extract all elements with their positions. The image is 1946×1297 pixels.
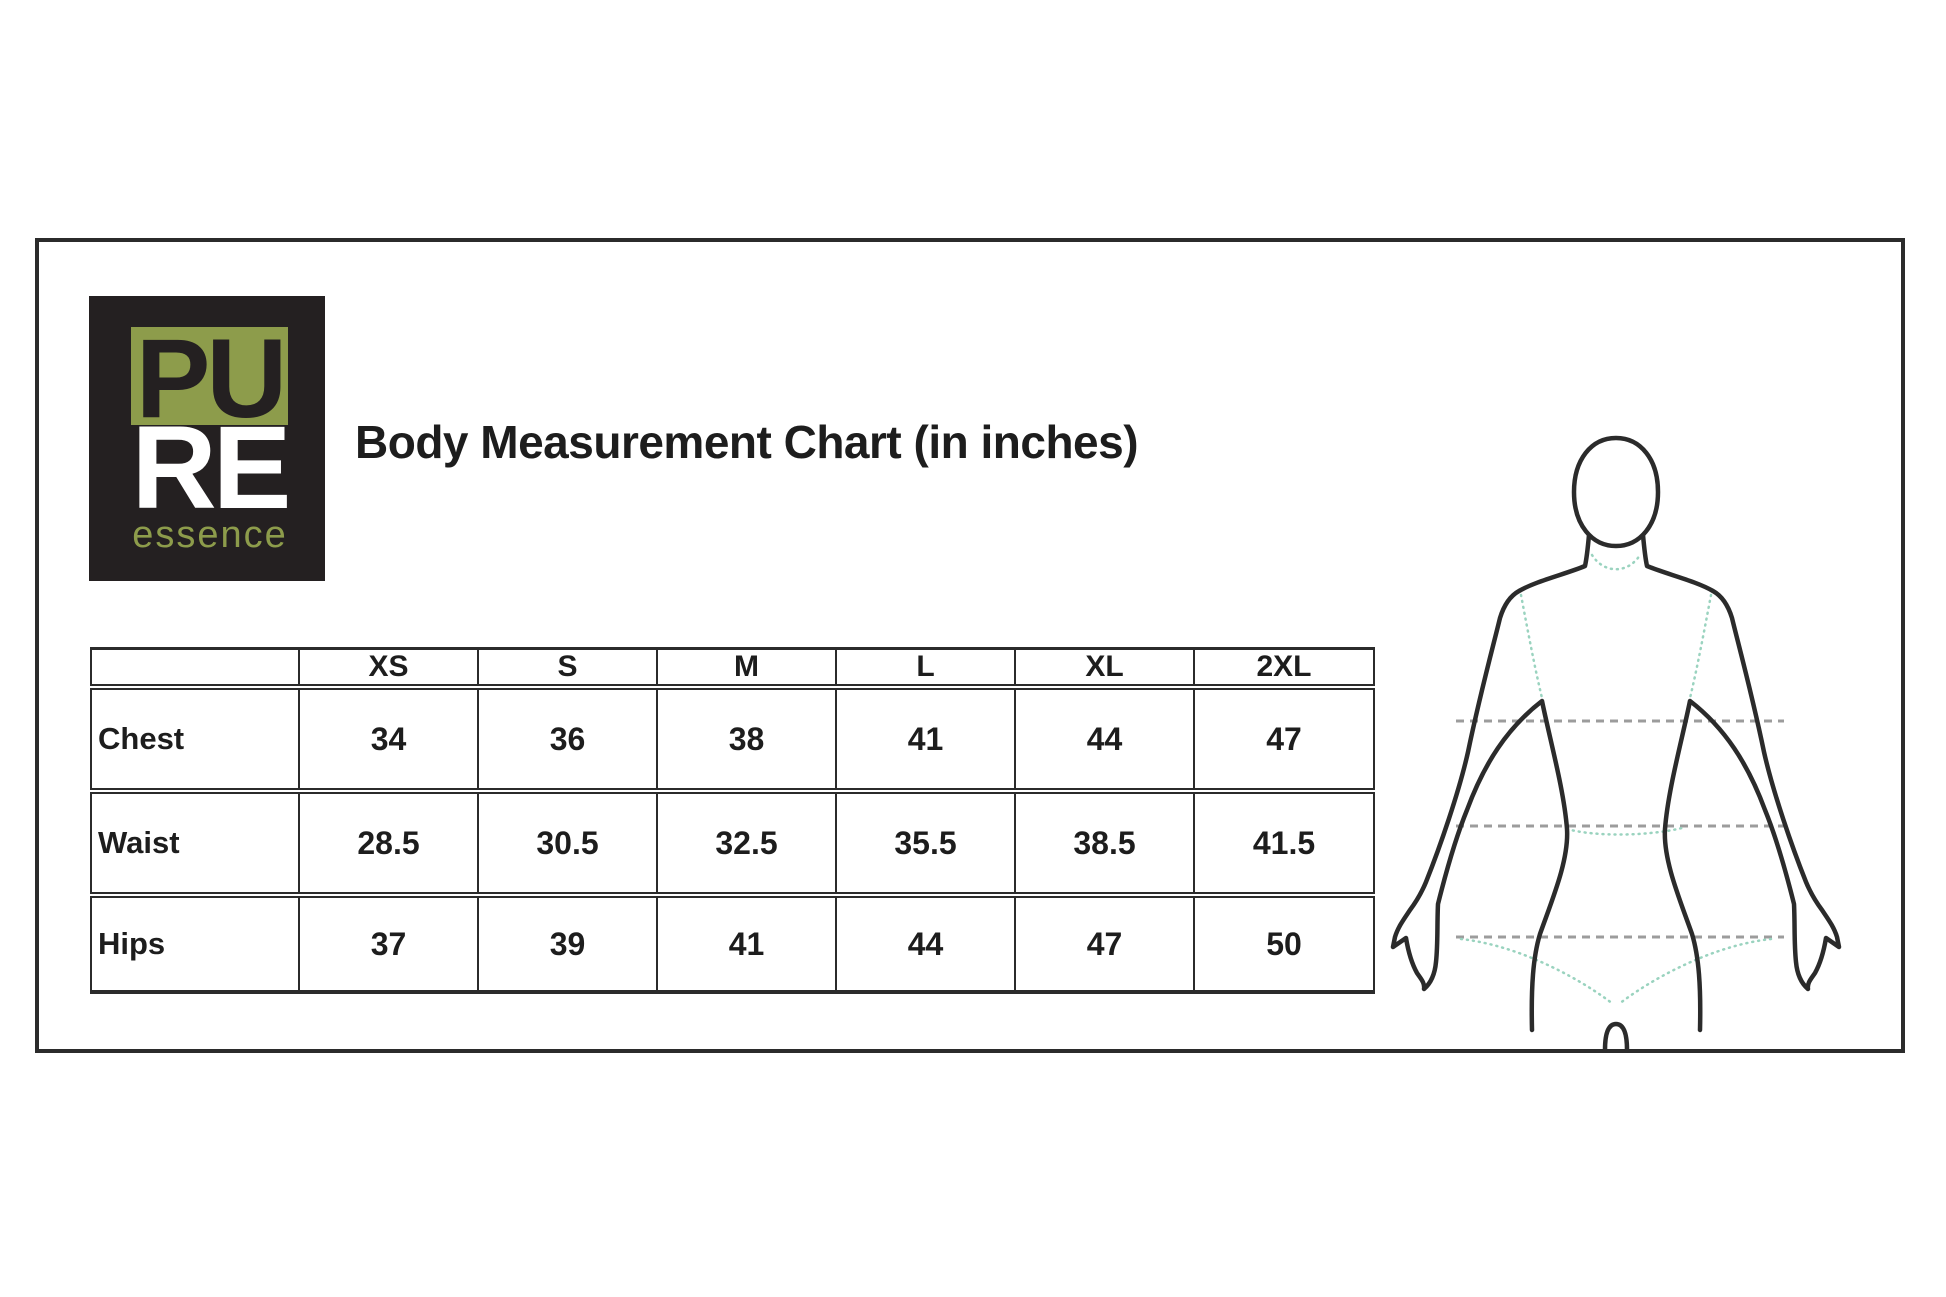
- column-header-l: L: [835, 647, 1016, 690]
- waist-s: 30.5: [477, 790, 658, 898]
- waist-l: 35.5: [835, 790, 1016, 898]
- right-armhole-dotted-line: [1688, 593, 1713, 700]
- body-figure: [1364, 432, 1909, 1057]
- chest-s: 36: [477, 686, 658, 794]
- hips-2xl: 50: [1193, 894, 1375, 994]
- column-header-2xl: 2XL: [1193, 647, 1375, 690]
- logo-text-re: RE: [131, 402, 292, 534]
- column-header-xl: XL: [1014, 647, 1195, 690]
- logo-text-essence: essence: [132, 514, 288, 556]
- chest-m: 38: [656, 686, 837, 794]
- corner-header-cell: [90, 647, 300, 690]
- hips-m: 41: [656, 894, 837, 994]
- logo-text-pu: PU: [135, 316, 288, 441]
- hips-xl: 47: [1014, 894, 1195, 994]
- brand-logo: PU RE essence: [89, 296, 325, 581]
- column-header-s: S: [477, 647, 658, 690]
- size-chart-table: XS S M L XL 2XL Chest 34 36 38 41 44 47 …: [90, 647, 1375, 994]
- page-title: Body Measurement Chart (in inches): [355, 416, 1139, 468]
- column-header-xs: XS: [298, 647, 479, 690]
- neck-dotted-line: [1590, 553, 1642, 571]
- row-label-hips: Hips: [90, 894, 300, 994]
- hips-l: 44: [835, 894, 1016, 994]
- outer-border-frame: PU RE essence Body Measurement Chart (in…: [35, 238, 1905, 1053]
- head-outline: [1571, 435, 1661, 549]
- row-label-waist: Waist: [90, 790, 300, 898]
- left-body-outline: [1390, 532, 1592, 1033]
- left-armhole-dotted-line: [1519, 593, 1544, 700]
- hips-s: 39: [477, 894, 658, 994]
- table-row-hips: Hips 37 39 41 44 47 50: [90, 894, 1375, 994]
- chest-l: 41: [835, 686, 1016, 794]
- chest-xs: 34: [298, 686, 479, 794]
- body-outline-figure: [1390, 435, 1842, 1053]
- chest-2xl: 47: [1193, 686, 1375, 794]
- right-body-outline: [1640, 532, 1842, 1033]
- waist-m: 32.5: [656, 790, 837, 898]
- column-header-m: M: [656, 647, 837, 690]
- table-row-chest: Chest 34 36 38 41 44 47: [90, 686, 1375, 794]
- crotch-outline: [1602, 1021, 1630, 1053]
- waist-xs: 28.5: [298, 790, 479, 898]
- table-row-waist: Waist 28.5 30.5 32.5 35.5 38.5 41.5: [90, 790, 1375, 898]
- header-row: XS S M L XL 2XL: [90, 647, 1375, 690]
- row-label-chest: Chest: [90, 686, 300, 794]
- hips-xs: 37: [298, 894, 479, 994]
- waist-xl: 38.5: [1014, 790, 1195, 898]
- chest-xl: 44: [1014, 686, 1195, 794]
- logo-green-block: PU: [131, 316, 288, 441]
- waist-2xl: 41.5: [1193, 790, 1375, 898]
